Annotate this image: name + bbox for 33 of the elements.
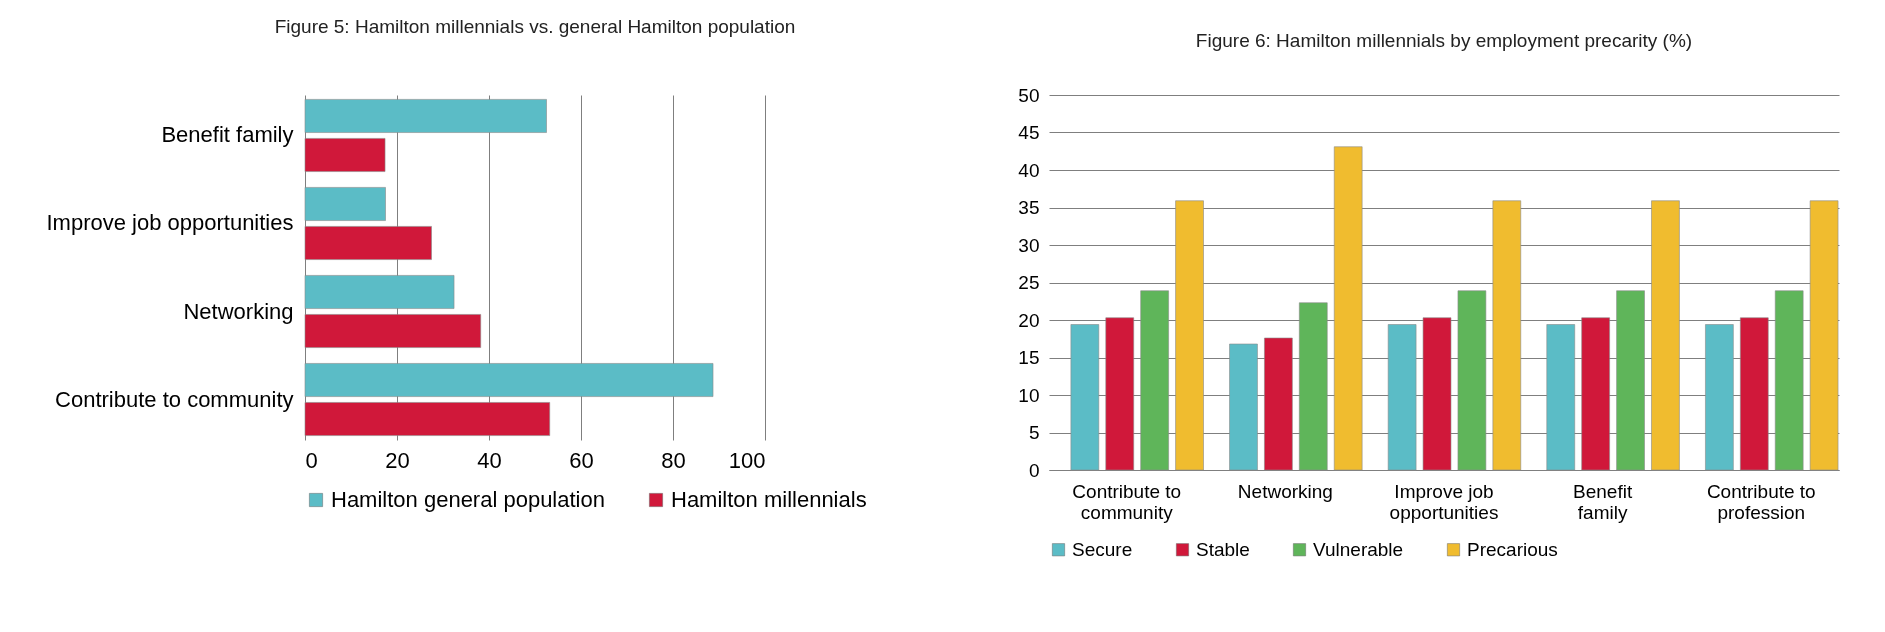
x-tick-label: 40 xyxy=(477,447,502,473)
legend-label: Hamilton general population xyxy=(331,487,605,512)
y-tick-label: 15 xyxy=(1018,347,1040,368)
y-tick-label: 25 xyxy=(1018,272,1040,293)
legend-label: Stable xyxy=(1196,538,1250,560)
x-tick-label: 60 xyxy=(569,447,594,473)
y-tick-label: Contribute to community xyxy=(55,386,294,412)
x-tick-label: Benefit family xyxy=(1573,480,1633,523)
x-tick-label: Contribute to profession xyxy=(1706,480,1816,523)
y-tick-label: 45 xyxy=(1018,122,1040,143)
legend-label: Vulnerable xyxy=(1313,538,1404,560)
legend-label: Secure xyxy=(1072,538,1133,560)
chart-title: Figure 6: Hamilton millennials by employment precarity (%) xyxy=(1195,30,1693,51)
x-tick-label: Improve job opportunities xyxy=(1389,480,1499,523)
y-tick-label: 50 xyxy=(1018,84,1040,106)
legend-label: Precarious xyxy=(1467,538,1558,560)
legend-label: Hamilton millennials xyxy=(671,487,867,512)
y-tick-label: Improve job opportunities xyxy=(46,210,294,236)
chart-title: Figure 5: Hamilton millennials vs. general Hamilton population xyxy=(274,16,796,37)
x-tick-label: 20 xyxy=(385,447,410,473)
y-tick-label: 20 xyxy=(1018,309,1040,331)
y-tick-label: 40 xyxy=(1018,159,1040,181)
y-tick-label: Benefit family xyxy=(161,122,294,148)
y-tick-label: 5 xyxy=(1028,422,1040,443)
x-tick-label: 80 xyxy=(661,447,686,473)
y-tick-label: 30 xyxy=(1018,234,1040,256)
x-tick-label: Networking xyxy=(1237,480,1333,502)
y-tick-label: Networking xyxy=(183,298,294,324)
y-tick-label: 10 xyxy=(1018,384,1040,406)
x-tick-label: 100 xyxy=(728,447,766,473)
x-tick-label: Contribute to community xyxy=(1072,480,1182,523)
y-tick-label: 35 xyxy=(1018,197,1040,218)
x-tick-label: 0 xyxy=(305,447,318,473)
